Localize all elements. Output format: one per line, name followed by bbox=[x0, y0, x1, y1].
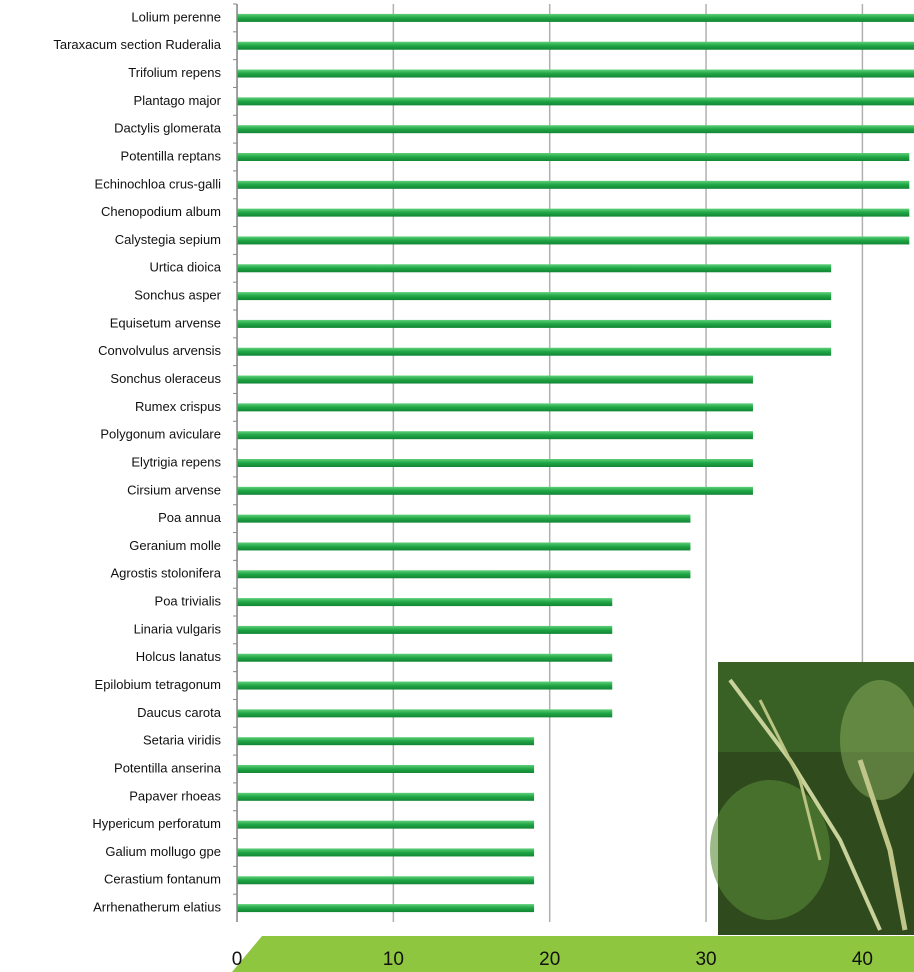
y-tick-label: Lolium perenne bbox=[131, 9, 221, 24]
y-tick-label: Linaria vulgaris bbox=[134, 621, 222, 636]
bar bbox=[237, 653, 613, 662]
y-tick-label: Potentilla anserina bbox=[114, 760, 222, 775]
y-tick-label: Poa trivialis bbox=[155, 594, 222, 609]
plot-area bbox=[237, 4, 914, 922]
y-tick-label: Poa annua bbox=[158, 510, 222, 525]
y-tick-label: Sonchus asper bbox=[134, 288, 221, 303]
bar bbox=[237, 375, 753, 384]
y-tick-label: Sonchus oleraceus bbox=[110, 371, 221, 386]
bar bbox=[237, 570, 691, 579]
y-tick-label: Echinochloa crus-galli bbox=[95, 176, 222, 191]
y-tick-label: Equisetum arvense bbox=[110, 315, 221, 330]
y-tick-label: Epilobium tetragonum bbox=[95, 677, 221, 692]
bar bbox=[237, 681, 613, 690]
bar bbox=[237, 598, 613, 607]
y-tick-label: Hypericum perforatum bbox=[92, 816, 221, 831]
x-tick-label: 10 bbox=[383, 949, 404, 970]
y-tick-label: Plantago major bbox=[134, 93, 222, 108]
bar bbox=[237, 431, 753, 440]
y-tick-label: Polygonum aviculare bbox=[100, 427, 221, 442]
bar bbox=[237, 180, 910, 189]
y-tick-label: Geranium molle bbox=[129, 538, 221, 553]
y-tick-label: Trifolium repens bbox=[128, 65, 221, 80]
y-tick-label: Taraxacum section Ruderalia bbox=[53, 37, 221, 52]
y-tick-label: Elytrigia repens bbox=[131, 454, 221, 469]
bar bbox=[237, 208, 910, 217]
bar bbox=[237, 347, 832, 356]
y-tick-label: Cirsium arvense bbox=[127, 482, 221, 497]
bar bbox=[237, 13, 914, 22]
y-tick-label: Dactylis glomerata bbox=[114, 121, 222, 136]
y-tick-label: Setaria viridis bbox=[143, 733, 222, 748]
bar bbox=[237, 542, 691, 551]
x-tick-label: 0 bbox=[232, 949, 243, 970]
photo bbox=[710, 662, 914, 935]
bar bbox=[237, 625, 613, 634]
bar bbox=[237, 709, 613, 718]
y-tick-label: Cerastium fontanum bbox=[104, 872, 221, 887]
bar bbox=[237, 41, 914, 50]
bar bbox=[237, 514, 691, 523]
y-tick-label: Calystegia sepium bbox=[115, 232, 221, 247]
bar bbox=[237, 97, 914, 106]
y-tick-label: Galium mollugo gpe bbox=[105, 844, 221, 859]
bar bbox=[237, 737, 535, 746]
bar bbox=[237, 792, 535, 801]
bar bbox=[237, 820, 535, 829]
y-tick-label: Agrostis stolonifera bbox=[110, 566, 221, 581]
bar bbox=[237, 319, 832, 328]
bar bbox=[237, 459, 753, 467]
bar bbox=[237, 153, 910, 161]
axis-banner bbox=[232, 936, 914, 972]
bar bbox=[237, 264, 832, 273]
y-tick-label: Papaver rhoeas bbox=[129, 788, 221, 803]
bar bbox=[237, 292, 832, 301]
bar bbox=[237, 876, 535, 885]
y-tick-label: Daucus carota bbox=[137, 705, 222, 720]
bar bbox=[237, 125, 914, 134]
y-tick-label: Convolvulus arvensis bbox=[98, 343, 221, 358]
y-tick-label: Arrhenatherum elatius bbox=[93, 900, 221, 915]
bar bbox=[237, 236, 910, 245]
y-tick-label: Rumex crispus bbox=[135, 399, 221, 414]
bar bbox=[237, 486, 753, 495]
x-tick-label: 40 bbox=[852, 949, 873, 970]
bar bbox=[237, 403, 753, 412]
x-tick-label: 30 bbox=[695, 949, 716, 970]
bar bbox=[237, 765, 535, 773]
bar bbox=[237, 69, 914, 78]
x-tick-label: 20 bbox=[539, 949, 560, 970]
y-tick-label: Holcus lanatus bbox=[136, 649, 222, 664]
y-tick-label: Chenopodium album bbox=[101, 204, 221, 219]
bar bbox=[237, 848, 535, 857]
y-tick-label: Potentilla reptans bbox=[121, 148, 222, 163]
y-tick-label: Urtica dioica bbox=[149, 260, 221, 275]
bar bbox=[237, 904, 535, 913]
